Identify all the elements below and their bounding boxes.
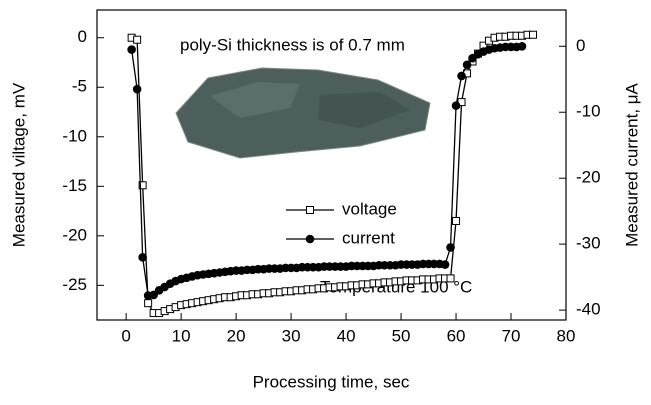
y-tick-label: 0 <box>78 27 87 46</box>
data-point <box>132 84 142 94</box>
x-tick-label: 0 <box>121 326 130 345</box>
x-tick-label: 10 <box>172 326 191 345</box>
x-tick-label: 70 <box>502 326 521 345</box>
y-tick-label: -15 <box>62 176 87 195</box>
y2-tick-label: -30 <box>576 234 601 253</box>
y2-tick-label: -20 <box>576 168 601 187</box>
data-point <box>446 274 455 283</box>
y2-tick-label: -40 <box>576 300 601 319</box>
data-point <box>149 290 158 300</box>
y-tick-label: -5 <box>72 77 87 96</box>
x-tick-label: 60 <box>447 326 466 345</box>
data-point <box>138 181 147 190</box>
plot-frame <box>96 9 567 321</box>
data-point <box>144 299 153 308</box>
legend-marker <box>305 234 315 244</box>
data-point <box>457 71 466 81</box>
sample-photo-texture <box>318 92 410 128</box>
y-tick-label: -20 <box>62 225 87 244</box>
data-point <box>133 35 142 44</box>
x-tick-label: 50 <box>392 326 411 345</box>
sample-photo-texture <box>210 82 300 118</box>
y-tick-label: -25 <box>62 275 87 294</box>
legend-marker <box>306 206 314 214</box>
y-axis-title: Measured viltage, mV <box>9 82 28 247</box>
y-tick-label: -10 <box>62 126 87 145</box>
data-point <box>451 101 461 110</box>
legend-label: current <box>342 228 395 247</box>
x-tick-label: 80 <box>557 326 576 345</box>
x-tick-label: 40 <box>337 326 356 345</box>
data-point <box>517 41 527 51</box>
data-point <box>452 216 461 225</box>
x-tick-label: 20 <box>227 326 246 345</box>
y2-axis-title: Measured current, μA <box>622 82 641 246</box>
data-point <box>462 60 472 70</box>
y2-tick-label: 0 <box>576 36 585 55</box>
data-point <box>440 260 450 269</box>
annotation: poly-Si thickness is of 0.7 mm <box>180 35 405 54</box>
data-point <box>446 243 455 252</box>
data-point <box>127 45 136 54</box>
data-point <box>529 30 538 39</box>
legend-label: voltage <box>342 199 397 218</box>
x-axis-title: Processing time, sec <box>253 372 410 391</box>
y2-tick-label: -10 <box>576 102 601 121</box>
x-tick-label: 30 <box>282 326 301 345</box>
data-point <box>138 253 147 262</box>
